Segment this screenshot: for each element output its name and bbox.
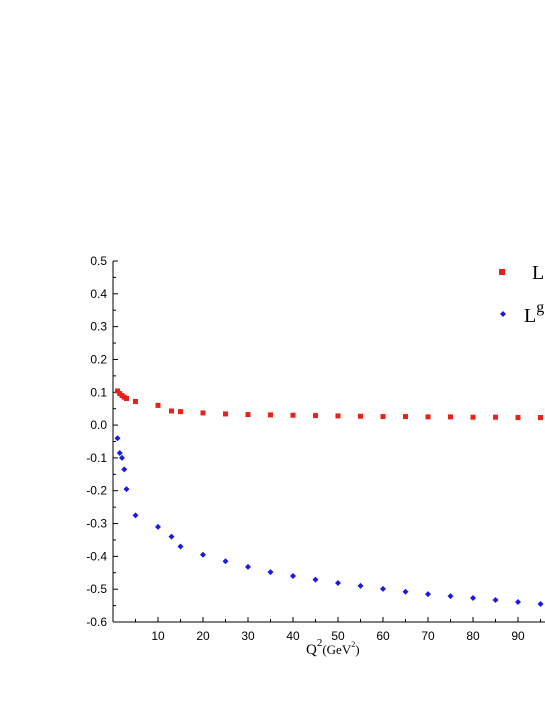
data-point-series-1	[493, 414, 498, 420]
legend-label-lg-sup: g	[536, 299, 544, 316]
data-point-series-2	[425, 591, 431, 598]
y-tick-label: 0.4	[90, 287, 107, 301]
data-point-series-2	[132, 512, 139, 519]
data-point-series-1	[223, 411, 228, 417]
data-point-series-2	[447, 593, 454, 600]
x-tick-label: 30	[241, 629, 255, 643]
data-point-series-2	[222, 558, 229, 565]
data-point-series-2	[267, 569, 274, 576]
x-tick-label: 70	[421, 629, 435, 643]
data-point-series-1	[425, 414, 431, 420]
data-point-series-2	[121, 466, 128, 473]
data-point-series-1	[470, 414, 476, 420]
x-axis-title-unit: (GeV	[322, 642, 351, 657]
y-tick-label: 0.1	[90, 385, 107, 399]
x-axis-title-q: Q	[306, 642, 317, 658]
data-point-series-1	[133, 398, 138, 404]
data-point-series-1	[313, 413, 318, 419]
data-point-series-1	[380, 414, 386, 420]
x-tick-label: 60	[376, 629, 390, 643]
data-point-series-2	[515, 598, 521, 605]
data-point-series-1	[290, 412, 296, 418]
y-tick-label: 0.2	[90, 352, 107, 366]
x-tick-label: 40	[286, 629, 300, 643]
data-point-series-2	[312, 576, 319, 583]
data-point-series-2	[357, 582, 364, 589]
legend-label-lg: Lg	[524, 299, 544, 327]
data-point-series-1	[335, 413, 341, 419]
x-axis-title-q-sup: 2	[317, 637, 323, 649]
x-axis-title: Q2(GeV2)	[306, 637, 360, 658]
legend-label-l: L	[532, 262, 544, 284]
data-point-series-1	[403, 414, 408, 420]
y-tick-label: 0.5	[90, 254, 107, 268]
data-point-series-2	[177, 543, 184, 550]
y-tick-label: -0.2	[86, 484, 107, 498]
x-tick-label: 80	[466, 629, 480, 643]
y-tick-label: -0.1	[86, 451, 107, 465]
data-point-series-2	[470, 595, 476, 602]
x-axis-title-close: )	[355, 642, 359, 657]
data-point-series-1	[124, 396, 129, 402]
data-point-series-2	[290, 573, 296, 580]
axes: -0.6 -0.5 -0.4 -0.3 -0.2 -0.1 0.0 0.1 0.2 0.3 0.4 0…	[86, 254, 545, 643]
data-point-series-1	[115, 388, 120, 394]
data-point-series-2	[402, 588, 409, 595]
legend-label-lg-base: L	[524, 305, 536, 327]
legend-marker-l	[499, 269, 505, 275]
data-point-series-1	[448, 414, 453, 420]
data-point-series-1	[200, 410, 206, 416]
legend: L Lg	[499, 262, 544, 327]
data-point-series-1	[178, 409, 183, 415]
x-tick-label: 10	[151, 629, 165, 643]
data-points	[114, 388, 544, 607]
data-point-series-1	[155, 402, 161, 408]
y-tick-label: -0.4	[86, 549, 107, 563]
y-tick-label: -0.5	[86, 582, 107, 596]
data-point-series-2	[155, 523, 161, 530]
data-point-series-2	[119, 454, 125, 461]
x-tick-label: 50	[331, 629, 345, 643]
data-point-series-2	[335, 579, 341, 586]
x-tick-label: 90	[511, 629, 525, 643]
data-point-series-2	[380, 585, 386, 592]
data-point-series-2	[123, 486, 130, 493]
data-point-series-2	[492, 597, 499, 604]
data-point-series-1	[268, 412, 273, 418]
x-tick-label: 20	[196, 629, 210, 643]
data-point-series-1	[245, 412, 251, 418]
y-tick-label: 0.3	[90, 320, 107, 334]
data-point-series-2	[116, 449, 123, 456]
data-point-series-2	[168, 533, 175, 540]
legend-marker-lg	[500, 311, 506, 317]
y-tick-label: -0.6	[86, 615, 107, 629]
y-tick-label: -0.3	[86, 517, 107, 531]
x-axis-title-unit-sup: 2	[351, 640, 355, 649]
data-point-series-1	[169, 408, 174, 414]
data-point-series-1	[538, 415, 543, 421]
data-point-series-2	[114, 435, 121, 442]
data-point-series-2	[245, 563, 251, 570]
y-tick-label: 0.0	[90, 418, 107, 432]
data-point-series-1	[515, 415, 521, 421]
data-point-series-2	[200, 551, 206, 558]
data-point-series-2	[537, 600, 544, 607]
data-point-series-1	[358, 413, 363, 419]
